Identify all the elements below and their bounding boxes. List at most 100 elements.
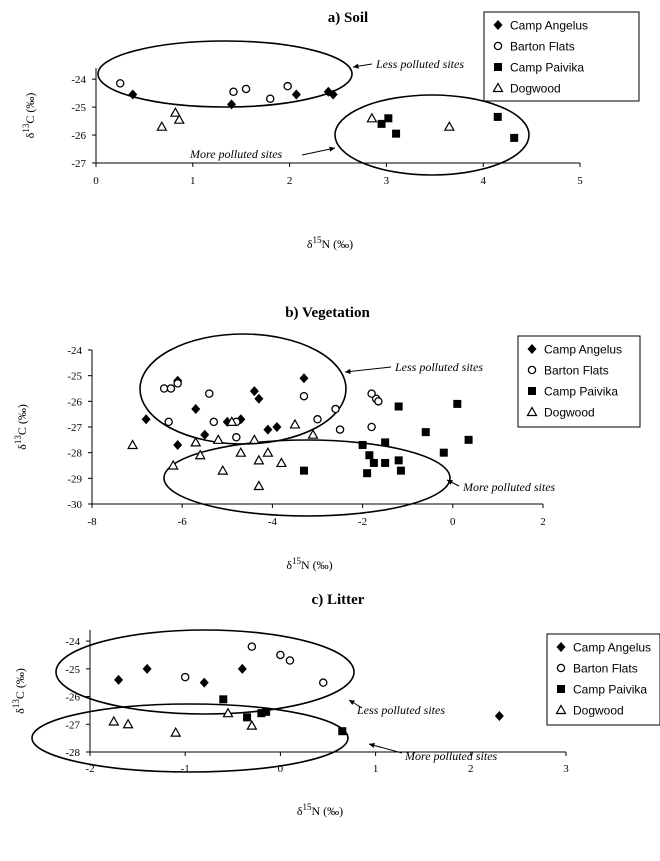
data-point [289,418,301,429]
data-point [219,695,228,704]
data-point [156,120,168,131]
legend-label: Camp Angelus [573,641,651,655]
x-axis-label: δ15N (‰) [286,556,332,572]
data-point [169,106,181,117]
x-axis-label-symbol: δ [307,237,313,251]
data-point [276,650,285,660]
series-camp-paivika [219,695,347,736]
data-point [232,433,241,442]
data-point [194,449,206,460]
less-polluted-label: Less polluted sites [356,703,445,717]
data-point [464,435,473,444]
x-tick-label: 2 [287,175,293,187]
x-axis-label-superscript: 15 [302,802,312,812]
y-tick-label: -25 [65,664,80,676]
y-tick-label: -26 [65,692,80,704]
annotation-arrow-head [345,368,351,375]
y-tick-label: -29 [67,473,82,485]
x-tick-label: 4 [480,175,486,187]
y-axis-label-unit: C (‰) [13,668,27,699]
series-camp-paivika [299,399,473,478]
data-point [180,672,190,682]
y-axis-label-symbol: δ [23,132,37,138]
legend-label: Camp Angelus [544,343,622,357]
annotation-arrow-head [369,742,375,748]
series-camp-angelus [128,86,338,110]
y-axis-label: δ13C (‰) [21,93,37,139]
data-point [212,434,224,444]
y-axis-label-superscript: 13 [11,699,21,709]
legend-label: Barton Flats [573,662,638,676]
data-point [494,710,504,721]
y-tick-label: -24 [71,74,86,86]
data-point [299,466,308,475]
x-axis-label-symbol: δ [286,558,292,572]
data-point [257,709,266,718]
data-point [381,438,390,447]
series-barton-flats [180,642,328,687]
data-point [173,439,183,450]
data-point [283,81,292,91]
y-axis-label-unit: C (‰) [15,404,29,435]
legend: Camp Angelus Barton Flats Camp Paivika Dogw… [483,11,640,102]
y-tick-label: -27 [65,719,80,731]
data-point [173,379,182,388]
y-tick-label: -28 [65,747,80,759]
annotation-arrow-line [344,366,392,373]
data-point [200,429,210,440]
y-axis-label-unit: C (‰) [23,93,37,124]
legend-box [546,633,660,726]
annotation-arrow-head [447,480,453,485]
data-point [247,642,257,651]
x-tick-label: -2 [85,763,94,775]
legend-marker-triangle [555,704,567,715]
data-point [246,719,258,730]
x-tick-label: 5 [577,175,583,187]
chart-title: b) Vegetation [285,305,370,321]
legend-marker-circle [493,41,503,51]
legend-label: Dogwood [544,406,595,420]
y-tick-label: -25 [67,371,82,383]
data-point [262,446,274,457]
y-tick-label: -25 [71,102,86,114]
less-polluted-ellipse [97,40,353,108]
series-camp-paivika [377,112,519,142]
x-tick-label: -1 [181,763,190,775]
data-point [365,451,374,460]
y-tick-label: -24 [67,345,82,357]
x-axis-label-superscript: 15 [312,235,322,245]
data-point [299,391,309,401]
data-point [217,464,229,475]
y-axis-label: δ13C (‰) [11,668,27,714]
legend-marker-square [528,387,536,395]
data-point [318,678,328,687]
legend-marker-circle [527,365,537,375]
legend-label: Camp Paivika [573,683,647,697]
data-point [122,718,134,729]
y-tick-label: -24 [65,636,80,648]
data-point [439,448,448,457]
x-tick-label: -6 [178,516,188,528]
series-dogwood [156,106,455,131]
data-point [226,416,238,426]
x-tick-label: 2 [540,516,546,528]
legend-marker-circle [556,663,566,673]
chart-title: c) Litter [312,592,365,608]
annotation-arrow-head [353,63,359,69]
data-point [191,404,201,415]
x-tick-label: -4 [268,516,278,528]
data-point [328,89,338,100]
y-tick-label: -30 [67,499,82,511]
legend-label: Camp Paivika [544,385,618,399]
data-point [114,674,124,685]
data-point [265,94,275,103]
x-tick-label: 1 [373,763,379,775]
x-tick-label: 0 [278,763,284,775]
data-point [190,436,202,447]
data-point [313,415,322,424]
legend-box [483,11,640,102]
data-point [291,89,301,100]
data-point [272,422,282,432]
